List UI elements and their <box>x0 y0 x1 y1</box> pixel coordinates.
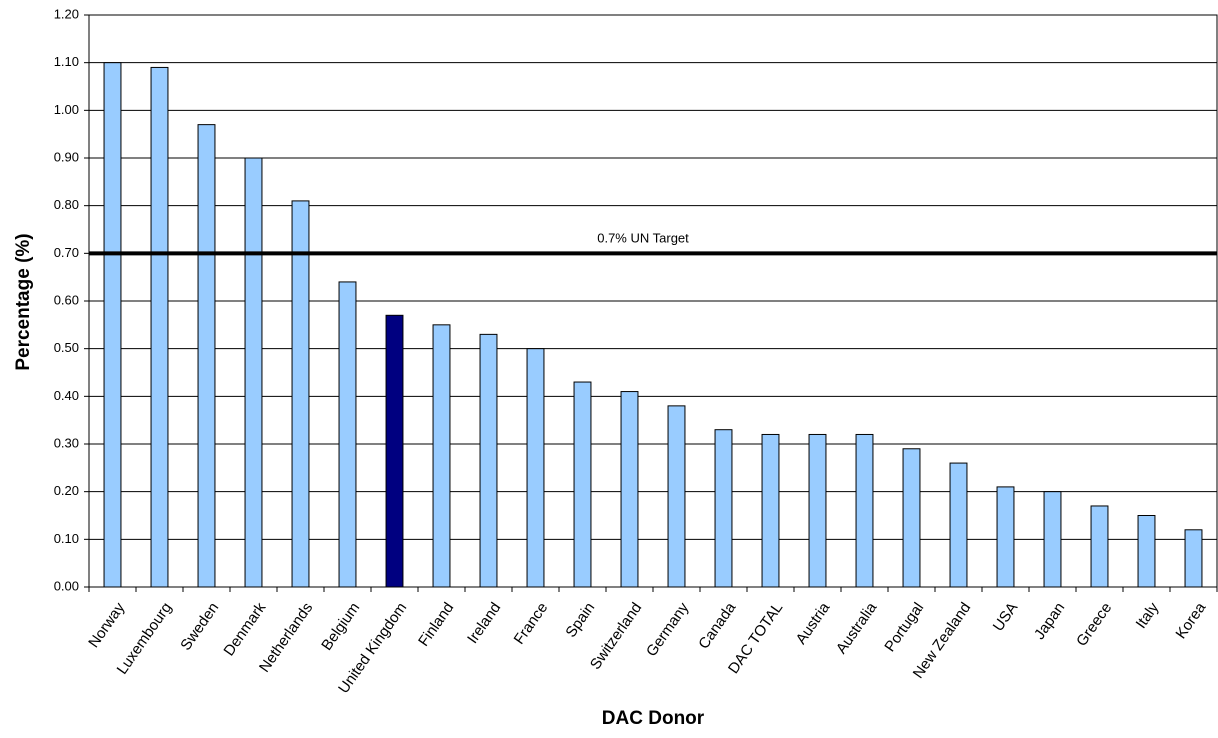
x-tick-label: France <box>511 600 552 648</box>
y-axis-title: Percentage (%) <box>13 233 34 370</box>
un-target-label: 0.7% UN Target <box>597 230 689 245</box>
bar-sweden <box>197 124 216 588</box>
x-tick-label: Spain <box>562 600 598 641</box>
bar-luxembourg <box>150 66 169 588</box>
bar-australia <box>855 433 874 588</box>
bar-germany <box>667 405 686 588</box>
x-axis-title: DAC Donor <box>602 708 705 729</box>
bar-dac-total <box>761 433 780 588</box>
bar-finland <box>432 324 451 588</box>
bar-usa <box>996 486 1015 588</box>
bar-austria <box>808 433 827 588</box>
x-tick-label: Greece <box>1073 600 1115 650</box>
x-tick-label: Ireland <box>464 600 504 647</box>
bar-korea <box>1184 529 1203 588</box>
bar-new-zealand <box>949 462 968 588</box>
y-tick-label: 0.10 <box>54 531 79 546</box>
bar-switzerland <box>620 391 639 588</box>
bar-denmark <box>244 157 263 588</box>
bar-belgium <box>338 281 357 588</box>
target-line-group: 0.7% UN Target <box>89 230 1217 256</box>
y-tick-label: 1.20 <box>54 6 79 21</box>
bars <box>103 62 1203 588</box>
x-tick-label: Germany <box>643 599 693 660</box>
y-tick-label: 0.70 <box>54 245 79 260</box>
bar-france <box>526 348 545 588</box>
bar-ireland <box>479 333 498 588</box>
y-tick-label: 0.90 <box>54 149 79 164</box>
x-tick-label: Denmark <box>220 599 269 659</box>
x-tick-label: Korea <box>1172 599 1209 642</box>
x-tick-label: Italy <box>1133 599 1163 632</box>
x-tick-label: Australia <box>833 599 881 657</box>
bar-portugal <box>902 448 921 588</box>
x-tick-label: Canada <box>695 599 739 652</box>
bar-norway <box>103 62 122 588</box>
y-tick-label: 0.20 <box>54 483 79 498</box>
x-tick-label: Japan <box>1031 600 1068 643</box>
x-tick-label: USA <box>990 600 1022 635</box>
x-tick-label: Belgium <box>318 600 363 654</box>
y-tick-label: 0.60 <box>54 292 79 307</box>
bar-canada <box>714 429 733 588</box>
bar-netherlands <box>291 200 310 588</box>
bar-united-kingdom <box>385 314 404 588</box>
bar-greece <box>1090 505 1109 588</box>
x-tick-label: Norway <box>85 599 128 651</box>
y-tick-label: 1.00 <box>54 102 79 117</box>
y-tick-label: 0.80 <box>54 197 79 212</box>
bar-japan <box>1043 491 1062 588</box>
x-tick-label: Austria <box>793 599 834 648</box>
bar-italy <box>1137 515 1156 588</box>
y-tick-label: 0.50 <box>54 340 79 355</box>
axes <box>84 14 1218 592</box>
x-tick-label: Portugal <box>881 600 927 656</box>
y-tick-label: 0.30 <box>54 435 79 450</box>
y-tick-label: 1.10 <box>54 54 79 69</box>
x-tick-label: Finland <box>415 600 457 650</box>
bar-spain <box>573 381 592 588</box>
y-tick-label: 0.00 <box>54 578 79 593</box>
x-tick-label: Sweden <box>177 600 222 654</box>
y-tick-label: 0.40 <box>54 388 79 403</box>
